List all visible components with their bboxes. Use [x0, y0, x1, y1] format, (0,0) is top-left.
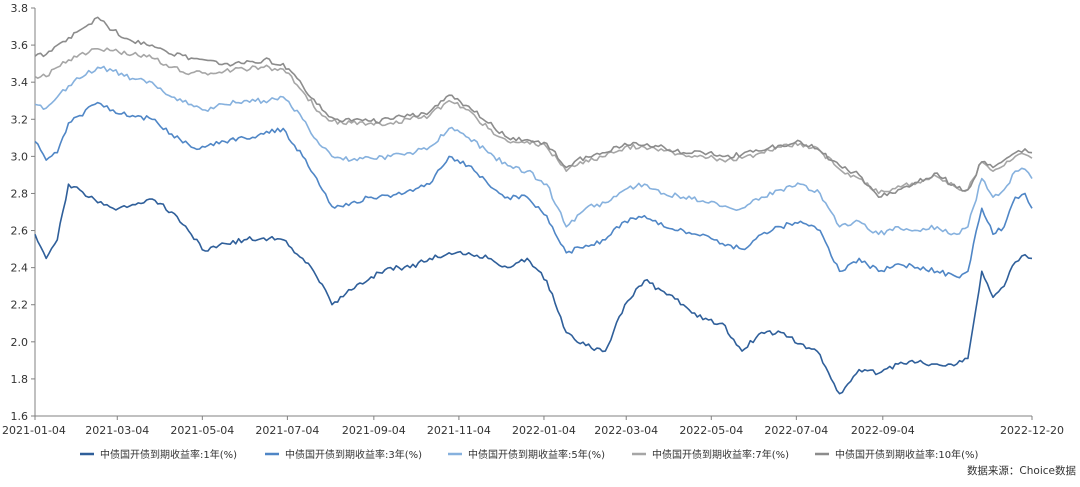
x-tick-label: 2021-11-04 — [427, 424, 491, 437]
data-source-note: 数据来源：Choice数据 — [967, 464, 1077, 477]
y-tick-label: 2.4 — [11, 262, 29, 275]
x-tick-label: 2021-01-04 — [2, 424, 66, 437]
y-tick-label: 2.8 — [11, 187, 29, 200]
y-tick-label: 3.6 — [11, 39, 29, 52]
y-tick-label: 1.8 — [11, 373, 29, 386]
x-tick-label: 2022-07-04 — [764, 424, 828, 437]
y-tick-label: 2.0 — [11, 336, 29, 349]
y-tick-label: 3.2 — [11, 113, 29, 126]
y-tick-label: 3.8 — [11, 2, 29, 15]
series-line-4 — [34, 47, 1033, 195]
axes: 1.6 1.8 2.0 2.2 2.4 2.6 2.8 3.0 3.2 3.4 3.6 3.8 2021… — [2, 2, 1064, 437]
series-line-2 — [34, 101, 1033, 279]
x-tick-label: 2021-05-04 — [170, 424, 234, 437]
legend-label: 中债国开债到期收益率:7年(%) — [652, 448, 789, 461]
y-tick-label: 2.2 — [11, 299, 29, 312]
series-lines — [34, 16, 1033, 395]
series-line-1 — [34, 183, 1033, 395]
x-tick-label: 2022-05-04 — [679, 424, 743, 437]
x-tick-label: 2021-09-04 — [342, 424, 406, 437]
y-tick-label: 3.0 — [11, 150, 29, 163]
series-line-3 — [34, 65, 1033, 236]
y-tick-label: 1.6 — [11, 410, 29, 423]
x-tick-label: 2022-01-04 — [512, 424, 576, 437]
y-tick-label: 3.4 — [11, 76, 29, 89]
legend: 中债国开债到期收益率:1年(%) 中债国开债到期收益率:3年(%) 中债国开债到期收… — [80, 448, 978, 461]
series-line-5 — [34, 16, 1033, 198]
y-tick-label: 2.6 — [11, 225, 29, 238]
x-tick-label: 2022-03-04 — [594, 424, 658, 437]
legend-label: 中债国开债到期收益率:10年(%) — [835, 448, 978, 461]
x-tick-label: 2022-09-04 — [851, 424, 915, 437]
x-tick-label: 2022-12-20 — [1000, 424, 1064, 437]
legend-label: 中债国开债到期收益率:1年(%) — [100, 448, 237, 461]
x-tick-label: 2021-07-04 — [255, 424, 319, 437]
x-tick-label: 2021-03-04 — [85, 424, 149, 437]
legend-label: 中债国开债到期收益率:3年(%) — [285, 448, 422, 461]
legend-label: 中债国开债到期收益率:5年(%) — [468, 448, 605, 461]
